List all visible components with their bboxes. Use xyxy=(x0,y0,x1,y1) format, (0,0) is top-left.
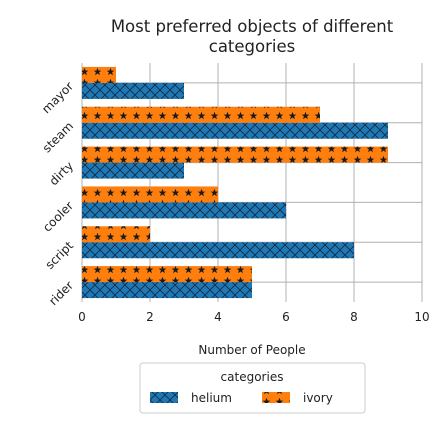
bar-ivory-cooler xyxy=(82,186,218,203)
bar-helium-steam xyxy=(82,122,388,139)
x-tick-label: 2 xyxy=(146,310,154,324)
bar-helium-script xyxy=(82,242,354,259)
legend-swatch-ivory xyxy=(262,392,290,403)
y-tick-label: mayor xyxy=(39,79,76,116)
y-tick-label: dirty xyxy=(47,159,76,188)
legend-swatch-helium xyxy=(150,392,178,403)
bar-ivory-steam xyxy=(82,106,320,123)
x-tick-labels: 0 2 4 6 8 10 xyxy=(78,310,429,324)
y-tick-label: steam xyxy=(40,119,76,155)
bar-ivory-script xyxy=(82,226,150,243)
legend-label-helium: helium xyxy=(191,391,232,405)
bar-helium-rider xyxy=(82,282,252,299)
bar-ivory-rider xyxy=(82,266,252,283)
bar-helium-dirty xyxy=(82,162,184,179)
chart-title-line-2: categories xyxy=(209,37,296,56)
legend-label-ivory: ivory xyxy=(303,391,333,405)
bars xyxy=(82,66,388,299)
y-tick-label: rider xyxy=(46,278,76,308)
x-tick-label: 4 xyxy=(214,310,222,324)
x-tick-label: 10 xyxy=(414,310,429,324)
bar-helium-mayor xyxy=(82,82,184,99)
y-tick-label: cooler xyxy=(40,199,76,235)
bar-ivory-mayor xyxy=(82,66,116,83)
legend-frame xyxy=(139,362,366,414)
x-tick-label: 6 xyxy=(282,310,290,324)
x-tick-label: 0 xyxy=(78,310,86,324)
bar-helium-cooler xyxy=(82,202,286,219)
legend-title: categories xyxy=(221,370,284,384)
chart-title-line-1: Most preferred objects of different xyxy=(111,17,394,36)
bar-ivory-dirty xyxy=(82,146,388,163)
legend: categories helium ivory xyxy=(139,362,366,414)
x-tick-label: 8 xyxy=(350,310,358,324)
y-tick-label: script xyxy=(43,238,77,272)
x-axis-label: Number of People xyxy=(198,343,305,357)
